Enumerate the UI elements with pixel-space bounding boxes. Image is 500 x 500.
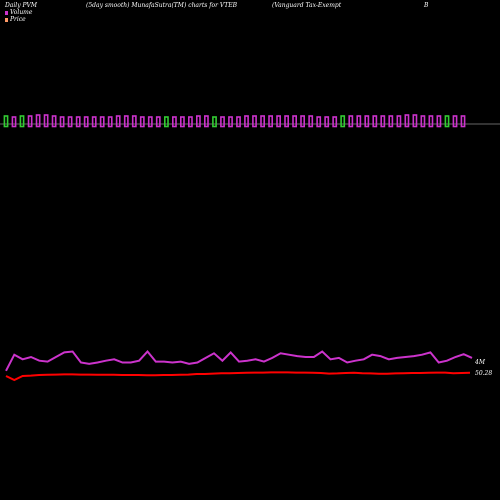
volume-bar: [139, 116, 145, 128]
volume-bar: [155, 116, 161, 128]
volume-bar: [59, 116, 65, 128]
volume-bar: [164, 116, 169, 128]
volume-bars: [3, 114, 466, 128]
volume-bar: [404, 114, 410, 128]
volume-bar: [460, 115, 466, 128]
volume-bar: [11, 116, 17, 128]
volume-bar: [236, 116, 241, 128]
volume-bar: [220, 116, 225, 128]
volume-bar: [316, 116, 322, 128]
volume-bar: [348, 115, 354, 128]
volume-bar: [43, 114, 49, 128]
volume-bar: [212, 116, 217, 128]
volume-bar: [340, 115, 346, 128]
volume-bar: [27, 115, 33, 128]
volume-bar: [260, 115, 266, 128]
volume-bar: [372, 115, 378, 128]
legend-price-swatch: [5, 17, 8, 22]
volume-bar: [83, 116, 89, 128]
chart-title-left: Daily PVM: [5, 2, 38, 9]
volume-bar: [147, 116, 153, 128]
volume-bar: [180, 116, 185, 128]
volume-bar: [91, 116, 97, 128]
volume-bar: [131, 115, 137, 128]
volume-bar: [204, 115, 209, 128]
volume-bar: [268, 115, 274, 128]
legend-price: Price: [5, 16, 26, 23]
volume-bar: [244, 115, 249, 128]
price-line: [5, 371, 471, 382]
volume-bar: [380, 115, 386, 128]
volume-bar: [51, 115, 57, 128]
legend-volume: Volume: [5, 9, 32, 16]
volume-bar: [276, 115, 282, 128]
volume-bar: [308, 115, 314, 128]
volume-bar: [388, 115, 394, 128]
legend-volume-swatch: [5, 10, 8, 15]
volume-bar: [300, 115, 306, 128]
legend-price-label: Price: [10, 16, 26, 23]
volume-bar: [412, 114, 418, 128]
price-line-label: 50.28: [475, 370, 492, 377]
volume-bar: [292, 115, 298, 128]
volume-bar: [420, 115, 426, 128]
volume-bar: [228, 116, 233, 128]
volume-bar: [99, 116, 105, 128]
volume-bar: [19, 115, 25, 128]
volume-bar: [356, 115, 362, 128]
volume-bar: [452, 115, 458, 128]
volume-bar: [324, 116, 330, 128]
volume-bar: [123, 115, 129, 128]
volume-bar: [75, 116, 81, 128]
volume-line-label: 4M: [474, 359, 486, 366]
volume-bar: [444, 115, 450, 128]
volume-bar: [35, 114, 41, 128]
volume-bar: [3, 115, 9, 128]
volume-line: [5, 349, 473, 372]
volume-bar: [67, 116, 73, 128]
volume-bar: [196, 115, 201, 128]
volume-bar: [436, 115, 442, 128]
chart-title-far-right: B: [424, 2, 429, 9]
volume-bar: [115, 115, 121, 128]
volume-bar: [428, 115, 434, 128]
volume-bar: [188, 116, 193, 128]
volume-bar: [396, 115, 402, 128]
volume-bar: [364, 115, 370, 128]
chart-title-main: (5day smooth) MunafaSutra(TM) charts for…: [86, 2, 238, 9]
volume-bar: [252, 115, 257, 128]
volume-bar: [107, 116, 113, 128]
volume-bar: [284, 115, 290, 128]
chart-title-right: (Vanguard Tax-Exempt: [272, 2, 342, 9]
legend-volume-label: Volume: [10, 9, 33, 16]
volume-bar: [172, 116, 177, 128]
volume-bar: [332, 116, 338, 128]
